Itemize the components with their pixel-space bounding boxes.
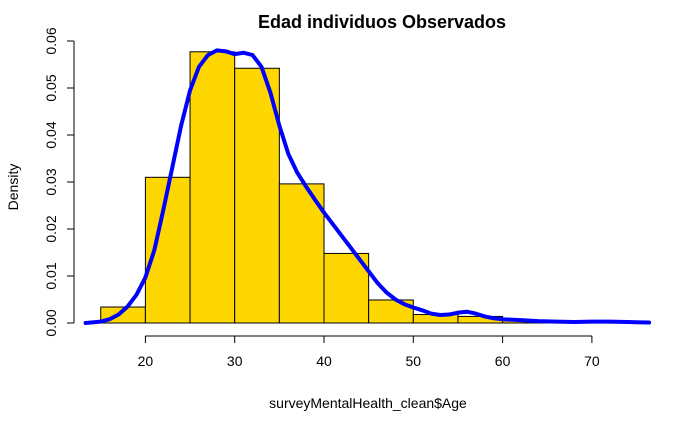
x-tick-label: 70 — [584, 353, 600, 369]
histogram-bar-4 — [234, 67, 280, 324]
y-axis-label: Density — [5, 164, 21, 211]
histogram-bar-3 — [189, 51, 236, 324]
y-tick-label: 0.05 — [43, 74, 59, 101]
density-curve-group — [83, 48, 652, 325]
x-axis: 20 30 40 50 60 70 — [138, 335, 600, 369]
histogram-bar-2 — [144, 176, 191, 324]
y-tick-label: 0.03 — [43, 168, 59, 195]
x-tick-label: 40 — [316, 353, 332, 369]
histogram-bar-7 — [368, 299, 414, 324]
y-tick-label: 0.04 — [43, 121, 59, 148]
x-tick-label: 30 — [227, 353, 243, 369]
x-tick-label: 60 — [495, 353, 511, 369]
y-axis: 0.00 0.01 0.02 0.03 0.04 0.05 0.06 — [43, 27, 75, 337]
y-tick-label: 0.06 — [43, 27, 59, 54]
histogram-bars — [100, 51, 638, 324]
chart-title: Edad individuos Observados — [258, 12, 506, 32]
x-tick-label: 50 — [406, 353, 422, 369]
histogram-bar-6 — [323, 252, 370, 324]
y-tick-label: 0.00 — [43, 309, 59, 336]
x-tick-label: 20 — [138, 353, 154, 369]
histogram-bar-5 — [278, 183, 325, 324]
y-tick-label: 0.01 — [43, 262, 59, 289]
x-axis-label: surveyMentalHealth_clean$Age — [269, 395, 467, 411]
y-tick-label: 0.02 — [43, 215, 59, 242]
density-curve — [83, 48, 652, 325]
